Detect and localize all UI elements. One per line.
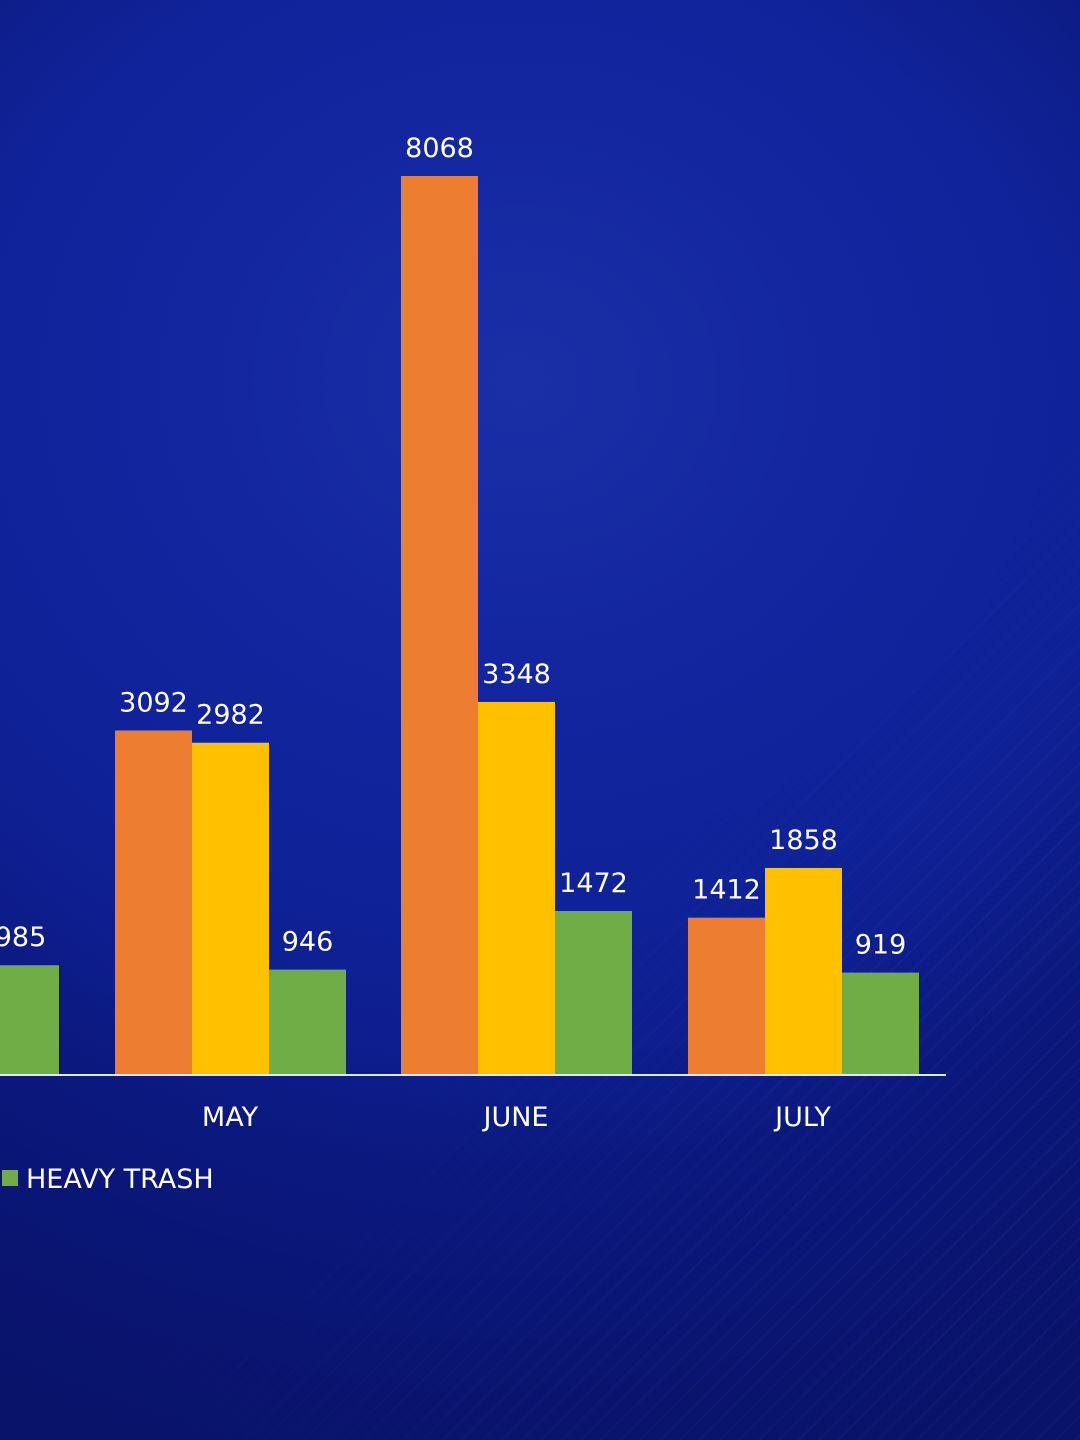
category-label-june: JUNE: [482, 1102, 549, 1133]
value-label-june-series-2: 3348: [482, 659, 551, 690]
value-label-july-series-2: 1858: [769, 825, 838, 856]
value-label-may-series-3: 946: [282, 927, 334, 958]
value-label-may-series-1: 3092: [119, 687, 188, 718]
legend-label-heavy-trash: HEAVY TRASH: [26, 1164, 214, 1195]
value-label-july-series-3: 919: [855, 930, 907, 961]
bar-may-series-1: [115, 730, 192, 1075]
legend-swatch-heavy-trash: [2, 1170, 18, 1186]
value-labels-layer: 985 3092 2982 946 8068 3348 1472 1412 1858 919: [0, 133, 906, 961]
bar-july-series-1: [688, 917, 765, 1075]
category-labels-layer: MAY JUNE JULY: [202, 1102, 831, 1133]
bars-layer: [0, 176, 919, 1075]
value-label-june-series-1: 8068: [405, 133, 474, 164]
value-label-june-series-3: 1472: [559, 868, 628, 899]
legend: HEAVY TRASH: [2, 1164, 214, 1195]
bar-july-series-3: [842, 972, 919, 1075]
value-label-partial-series-3: 985: [0, 922, 46, 953]
category-label-july: JULY: [773, 1102, 831, 1133]
bar-may-series-3: [269, 969, 346, 1075]
bar-partial-series-3: [0, 965, 59, 1075]
bar-may-series-2: [192, 742, 269, 1075]
category-label-may: MAY: [202, 1102, 259, 1133]
bar-july-series-2: [765, 867, 842, 1075]
value-label-may-series-2: 2982: [196, 700, 265, 731]
bar-june-series-3: [555, 910, 632, 1075]
bar-june-series-2: [478, 701, 555, 1075]
bar-june-series-1: [401, 176, 478, 1075]
value-label-july-series-1: 1412: [692, 875, 761, 906]
